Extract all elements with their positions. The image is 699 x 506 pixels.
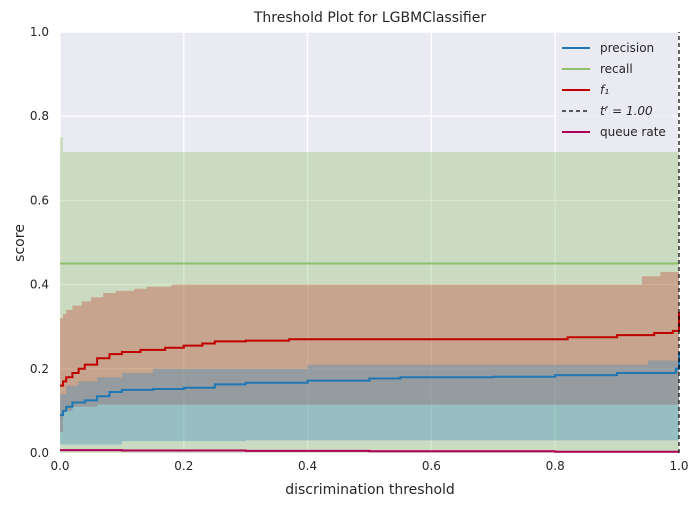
- y-tick-label: 1.0: [30, 25, 49, 39]
- legend-label: tᶠ = 1.00: [600, 104, 653, 118]
- x-tick-label: 1.0: [669, 459, 688, 473]
- x-tick-label: 0.8: [546, 459, 565, 473]
- y-tick-labels: 0.0 0.2 0.4 0.6 0.8 1.0: [30, 25, 49, 460]
- band-recall: [60, 137, 679, 454]
- band-f1: [60, 272, 679, 432]
- legend-label: precision: [600, 41, 654, 55]
- x-tick-label: 0.6: [422, 459, 441, 473]
- legend: precision recall f₁ tᶠ = 1.00 queue rate: [556, 36, 672, 149]
- y-tick-label: 0.6: [30, 193, 49, 207]
- legend-label: queue rate: [600, 125, 666, 139]
- x-tick-label: 0.0: [50, 459, 69, 473]
- x-tick-label: 0.2: [174, 459, 193, 473]
- confidence-bands: [60, 137, 679, 454]
- y-tick-label: 0.8: [30, 109, 49, 123]
- band-precision: [60, 356, 679, 445]
- legend-label: recall: [600, 62, 633, 76]
- legend-label: f₁: [600, 83, 609, 97]
- x-tick-label: 0.4: [298, 459, 317, 473]
- chart-title: Threshold Plot for LGBMClassifier: [253, 10, 486, 26]
- x-tick-labels: 0.0 0.2 0.4 0.6 0.8 1.0: [50, 459, 688, 473]
- series-lines: [60, 32, 680, 453]
- x-axis-label: discrimination threshold: [285, 482, 455, 498]
- line-f1: [60, 312, 680, 387]
- y-tick-label: 0.2: [30, 362, 49, 376]
- line-queue-rate: [60, 449, 679, 453]
- y-tick-label: 0.4: [30, 278, 49, 292]
- legend-box: [556, 36, 672, 149]
- line-precision: [60, 352, 680, 417]
- y-axis-label: score: [12, 224, 28, 262]
- y-tick-label: 0.0: [30, 446, 49, 460]
